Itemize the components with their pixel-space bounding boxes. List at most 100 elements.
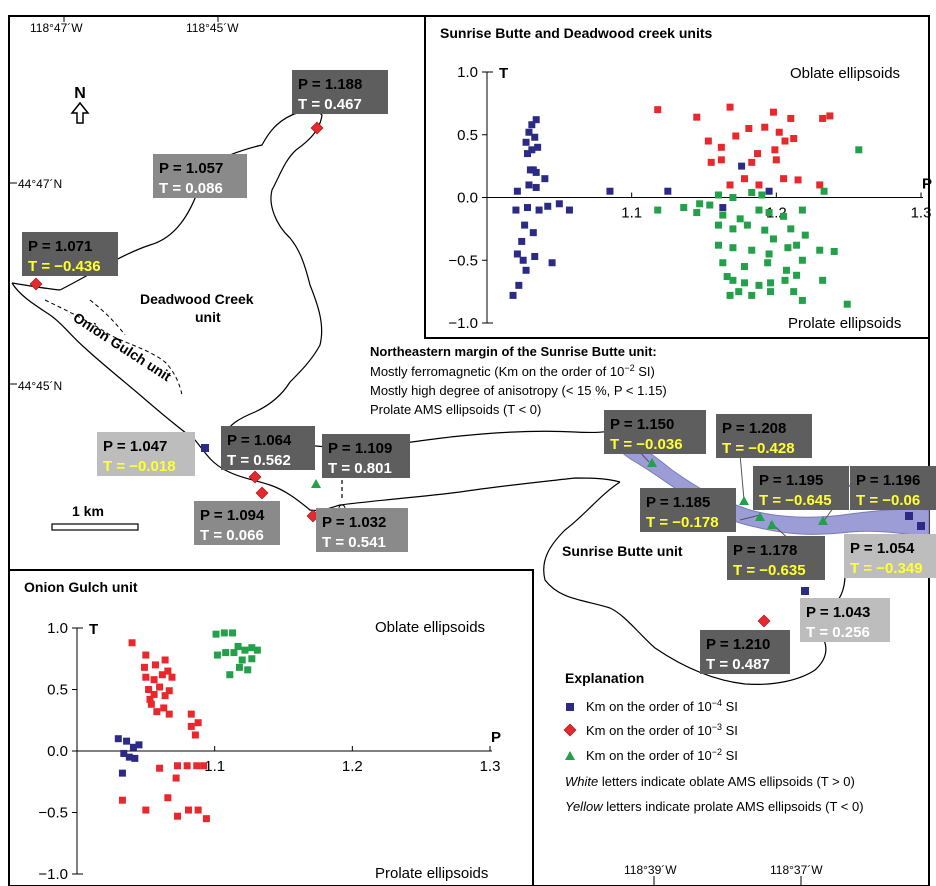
data-point-km3 [150,690,158,698]
data-point-km4 [531,133,539,141]
data-point-km3 [160,704,168,712]
data-point-km2 [729,225,737,233]
chart1-plot: 1.00.50.0−0.5−1.01.1 1.2 1.3TP [448,64,932,332]
data-point-km4 [541,175,549,183]
data-point-km2 [729,244,737,252]
sample-km3 [310,121,324,135]
data-point-km4 [521,221,529,229]
data-point-km4 [524,150,532,158]
sample-km4 [917,522,925,530]
data-point-km2 [820,187,828,195]
data-point-km4 [512,206,520,214]
data-point-km2 [748,188,756,196]
north-label: N [74,85,86,102]
site-t-value: T = −0.349 [850,560,923,577]
data-point-km2 [714,241,722,249]
data-point-km2 [793,271,801,279]
y-tick-label: −0.5 [448,252,478,269]
site-label-box: P = 1.071 T = −0.436 [22,232,118,276]
chart2-oblate-label: Oblate ellipsoids [375,619,485,636]
data-point-km2 [693,209,701,217]
margin-annotation: Northeastern margin of the Sunrise Butte… [370,344,667,417]
site-p-value: P = 1.150 [610,416,674,433]
data-point-km3 [816,181,824,189]
data-point-km2 [764,259,772,267]
chart1-oblate-label: Oblate ellipsoids [790,65,900,82]
data-point-km2 [248,644,256,652]
data-point-km2 [765,250,773,258]
explanation-legend: Explanation Km on the order of 10−4 SI K… [563,670,864,814]
data-point-km3 [771,146,779,154]
data-point-km3 [156,764,164,772]
coord-bottom-1: 118°39´W [624,863,677,877]
data-point-km2 [765,209,773,217]
y-tick-label: 1.0 [47,620,68,637]
data-point-km3 [194,806,202,814]
data-point-km3 [165,687,173,695]
chart2-prolate-label: Prolate ellipsoids [375,865,488,882]
data-point-km3 [780,175,788,183]
site-p-value: P = 1.043 [806,604,870,621]
legend-triangle-icon [565,751,575,760]
data-point-km2 [748,291,756,299]
data-point-km3 [194,719,202,727]
data-point-km4 [513,250,521,258]
data-point-km3 [151,661,159,669]
data-point-km3 [732,132,740,140]
data-point-km4 [509,291,517,299]
site-label-box: P = 1.109 T = 0.801 [322,434,410,478]
sample-km4 [201,444,209,452]
data-point-km3 [202,815,210,823]
data-point-km2 [748,246,756,254]
scale-label: 1 km [72,503,104,519]
data-point-km4 [529,229,537,237]
data-point-km2 [798,206,806,214]
site-t-value: T = 0.256 [806,624,870,641]
site-label-box: P = 1.047 T = −0.018 [97,432,195,476]
data-point-km2 [714,221,722,229]
data-point-km2 [769,235,777,243]
annotation-title: Northeastern margin of the Sunrise Butte… [370,344,657,359]
annotation-line2: Mostly high degree of anisotropy (< 15 %… [370,383,667,398]
site-t-value: T = 0.086 [159,180,223,197]
data-point-km3 [787,114,795,122]
data-point-km4 [528,146,536,154]
data-point-km3 [118,796,126,804]
sample-km3 [248,470,262,484]
legend-km4: Km on the order of 10−4 SI [586,698,738,714]
data-point-km2 [696,200,704,208]
data-point-km2 [816,246,824,254]
legend-km2: Km on the order of 10−2 SI [586,747,738,763]
data-point-km4 [114,735,122,743]
data-point-km2 [767,288,775,296]
data-point-km3 [193,762,201,770]
data-point-km2 [735,288,743,296]
corridor-bottom [339,477,621,506]
data-point-km2 [706,201,714,209]
data-point-km3 [161,656,169,664]
site-label-box: P = 1.057 T = 0.086 [153,154,247,198]
data-point-km3 [772,156,780,164]
data-point-km2 [719,211,727,219]
data-point-km2 [248,655,256,663]
data-point-km3 [165,710,173,718]
data-point-km2 [798,296,806,304]
site-p-value: P = 1.188 [298,76,362,93]
data-point-km4 [544,202,552,210]
y-tick-label: 1.0 [457,64,478,81]
x-tick-label: 1.2 [342,758,363,775]
data-point-km3 [761,123,769,131]
data-point-km4 [524,204,532,212]
data-point-km3 [717,156,725,164]
x-tick-label: 1.1 [204,758,225,775]
data-point-km4 [738,162,746,170]
site-label-box: P = 1.150 T = −0.036 [604,410,706,454]
coord-bottom-2: 118°37´W [770,863,823,877]
data-point-km3 [191,731,199,739]
site-p-value: P = 1.054 [850,540,915,557]
data-point-km4 [118,769,126,777]
site-t-value: T = −0.635 [733,562,806,579]
data-point-km2 [787,225,795,233]
site-t-value: T = 0.066 [200,527,264,544]
